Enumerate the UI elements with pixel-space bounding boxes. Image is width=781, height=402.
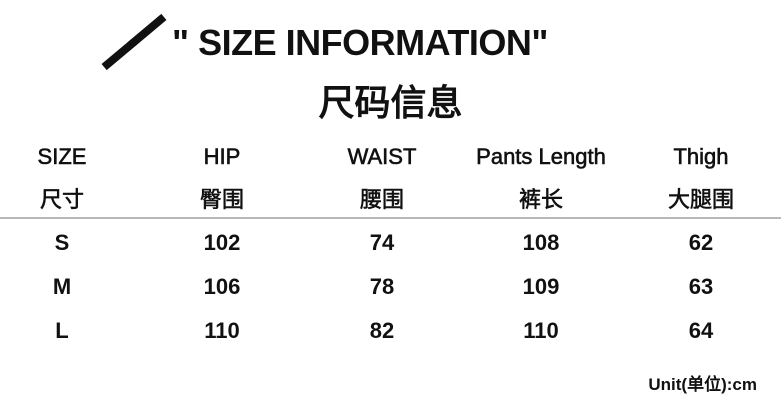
table-cell: 109 (522, 274, 560, 299)
table-cell: M (52, 274, 72, 299)
table-cell: 64 (688, 318, 714, 343)
column-header-en: WAIST (347, 144, 417, 170)
column-header-en: Thigh (673, 144, 729, 170)
header-divider (0, 217, 781, 219)
table-cell: 74 (369, 230, 395, 255)
column-header-zh: 尺寸 (39, 187, 85, 213)
column-header-en: HIP (203, 144, 241, 170)
table-cell: 110 (204, 318, 240, 343)
table-cell: L (55, 318, 69, 343)
column-header-zh: 腰围 (359, 187, 405, 213)
table-cell: 63 (688, 274, 714, 299)
column-header-zh: 臀围 (199, 187, 245, 213)
column-header-zh: 大腿围 (667, 187, 735, 213)
table-cell: 82 (369, 318, 395, 343)
table-cell: 62 (688, 230, 714, 255)
column-header-en: SIZE (37, 144, 87, 170)
table-cell: 78 (369, 274, 395, 299)
table-cell: 106 (203, 274, 241, 299)
table-cell: 110 (523, 318, 559, 343)
column-header-zh: 裤长 (518, 187, 564, 213)
slash-icon (101, 13, 167, 71)
unit-label: Unit(单位):cm (648, 375, 757, 394)
table-cell: 108 (522, 230, 560, 255)
table-cell: 102 (203, 230, 241, 255)
column-header-en: Pants Length (476, 144, 606, 170)
page-subtitle: 尺码信息 (318, 82, 463, 123)
page-title: " SIZE INFORMATION" (172, 22, 548, 63)
table-cell: S (54, 230, 70, 255)
